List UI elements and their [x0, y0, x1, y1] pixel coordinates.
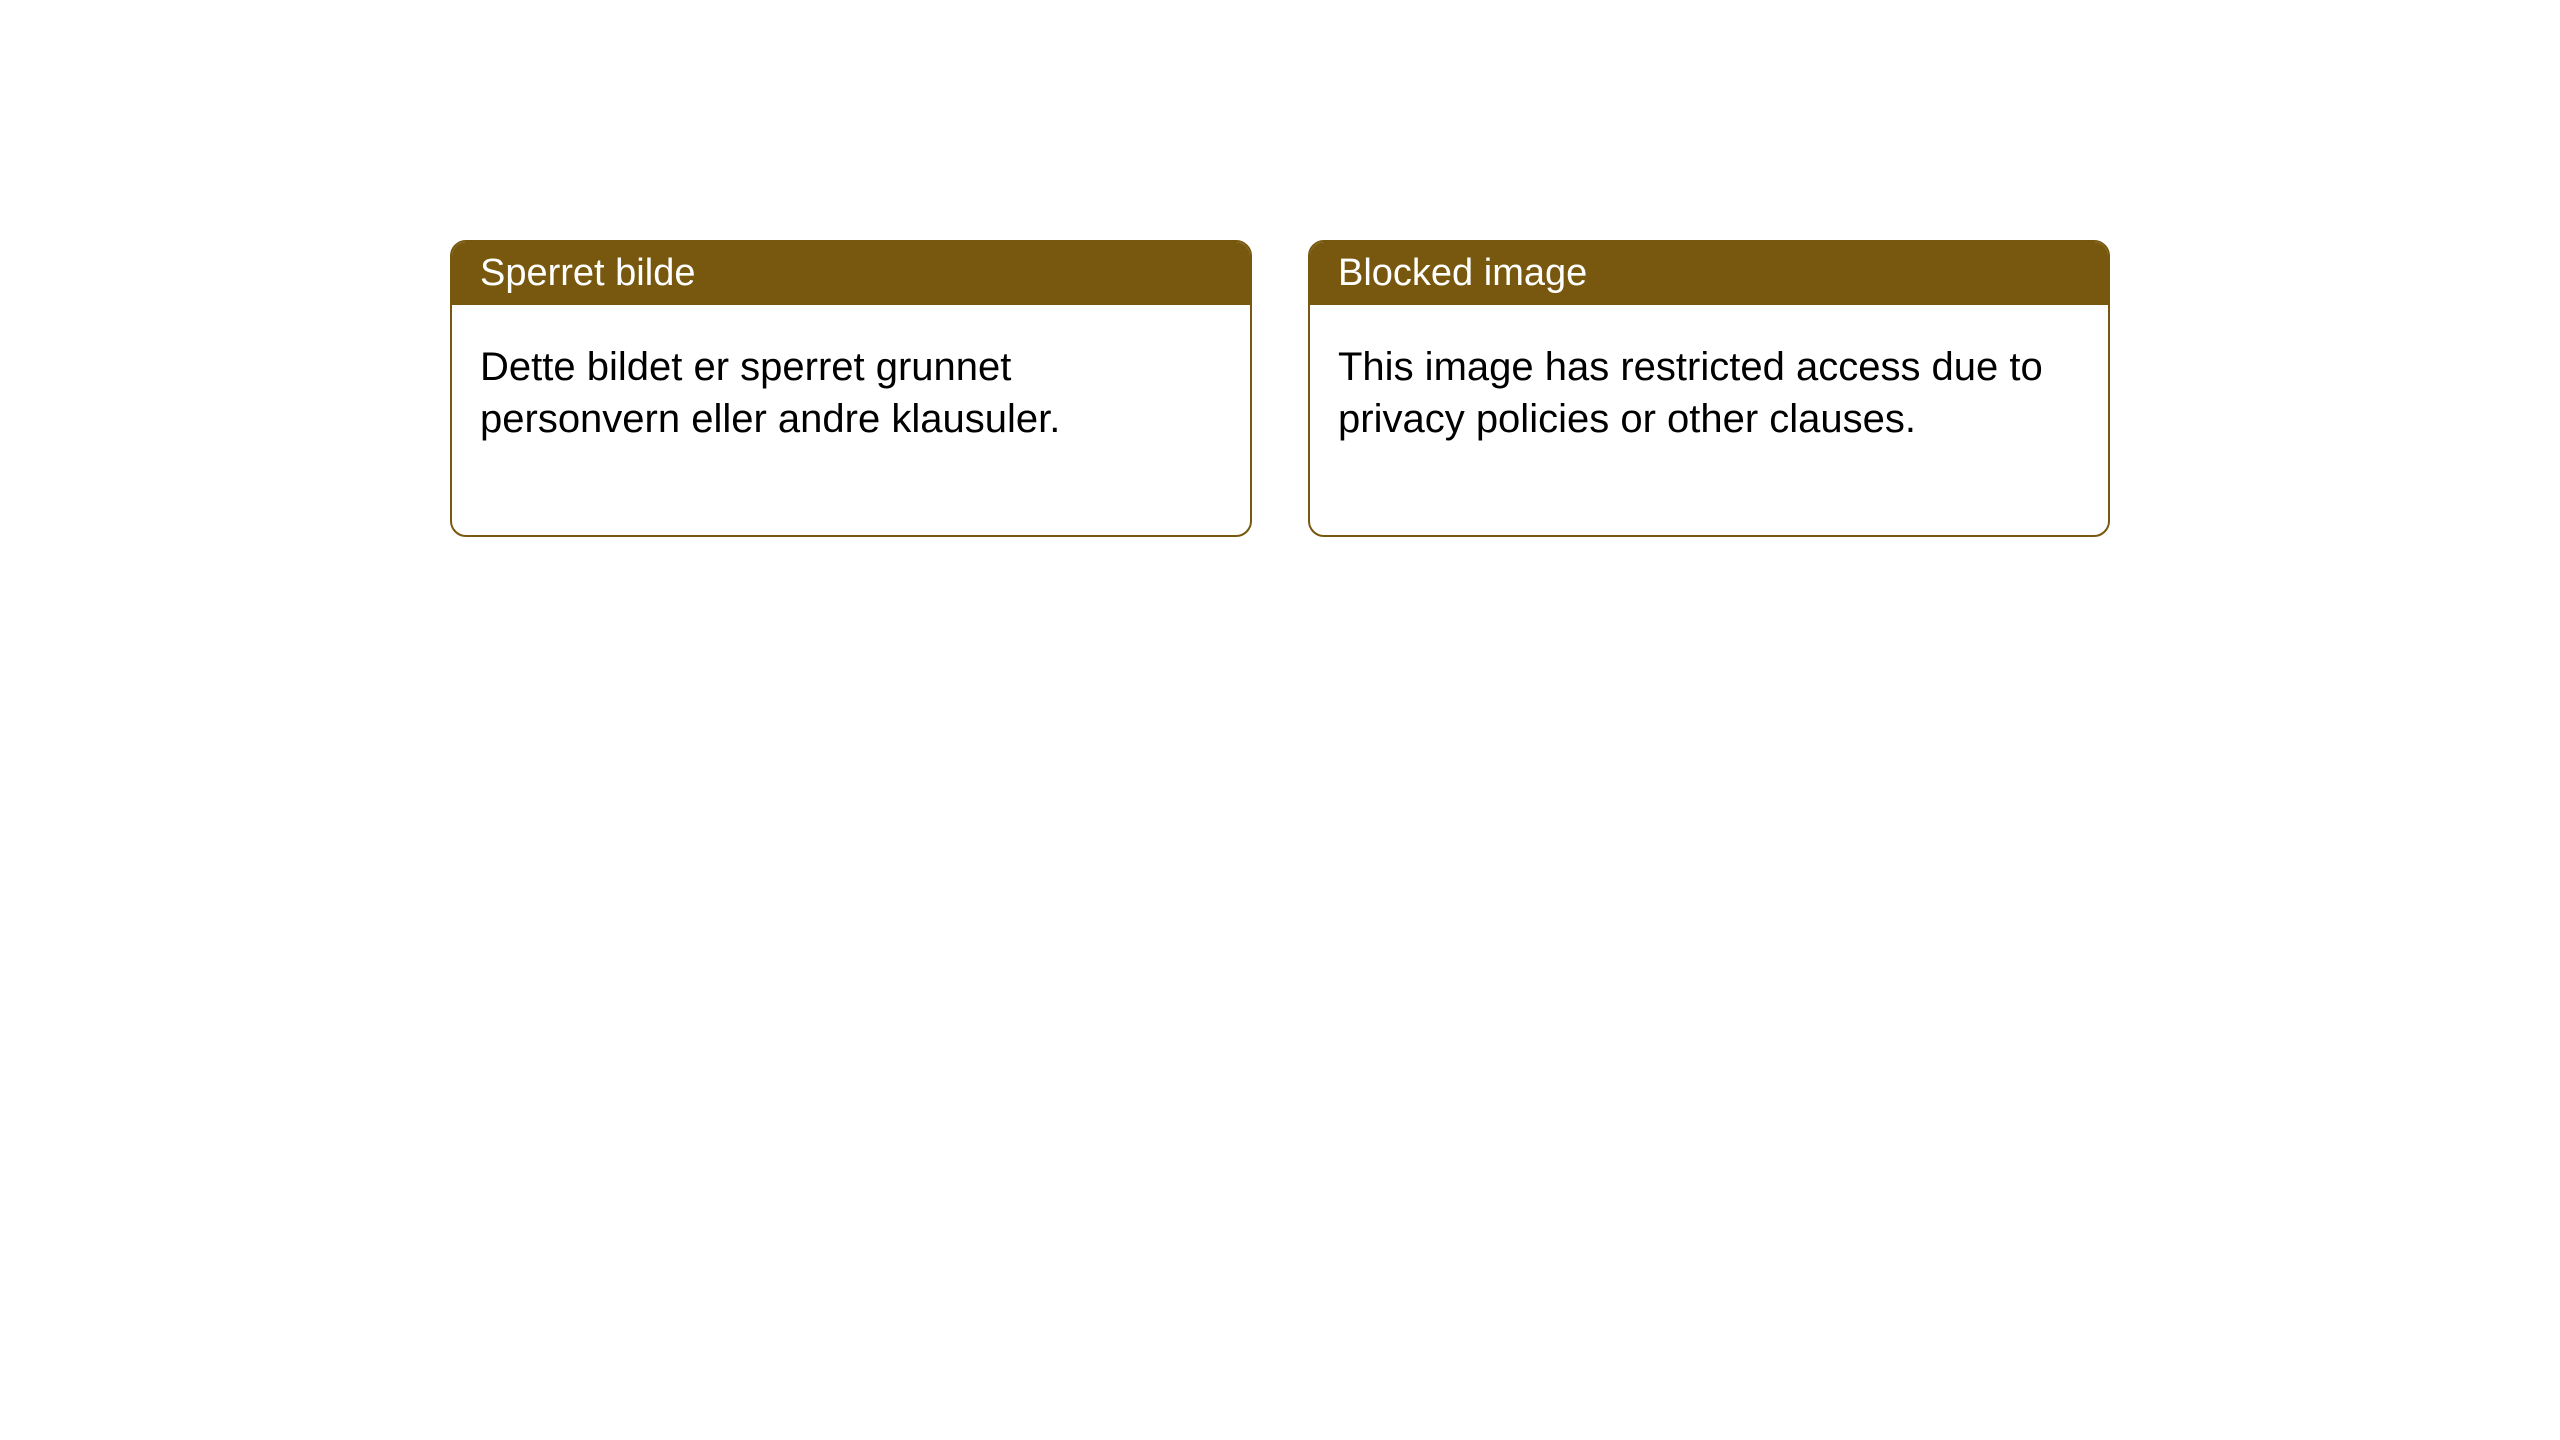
blocked-image-card-norwegian: Sperret bilde Dette bildet er sperret gr… — [450, 240, 1252, 537]
notice-cards-container: Sperret bilde Dette bildet er sperret gr… — [0, 0, 2560, 537]
card-body-text: This image has restricted access due to … — [1310, 305, 2108, 535]
blocked-image-card-english: Blocked image This image has restricted … — [1308, 240, 2110, 537]
card-title: Blocked image — [1310, 242, 2108, 305]
card-body-text: Dette bildet er sperret grunnet personve… — [452, 305, 1250, 535]
card-title: Sperret bilde — [452, 242, 1250, 305]
